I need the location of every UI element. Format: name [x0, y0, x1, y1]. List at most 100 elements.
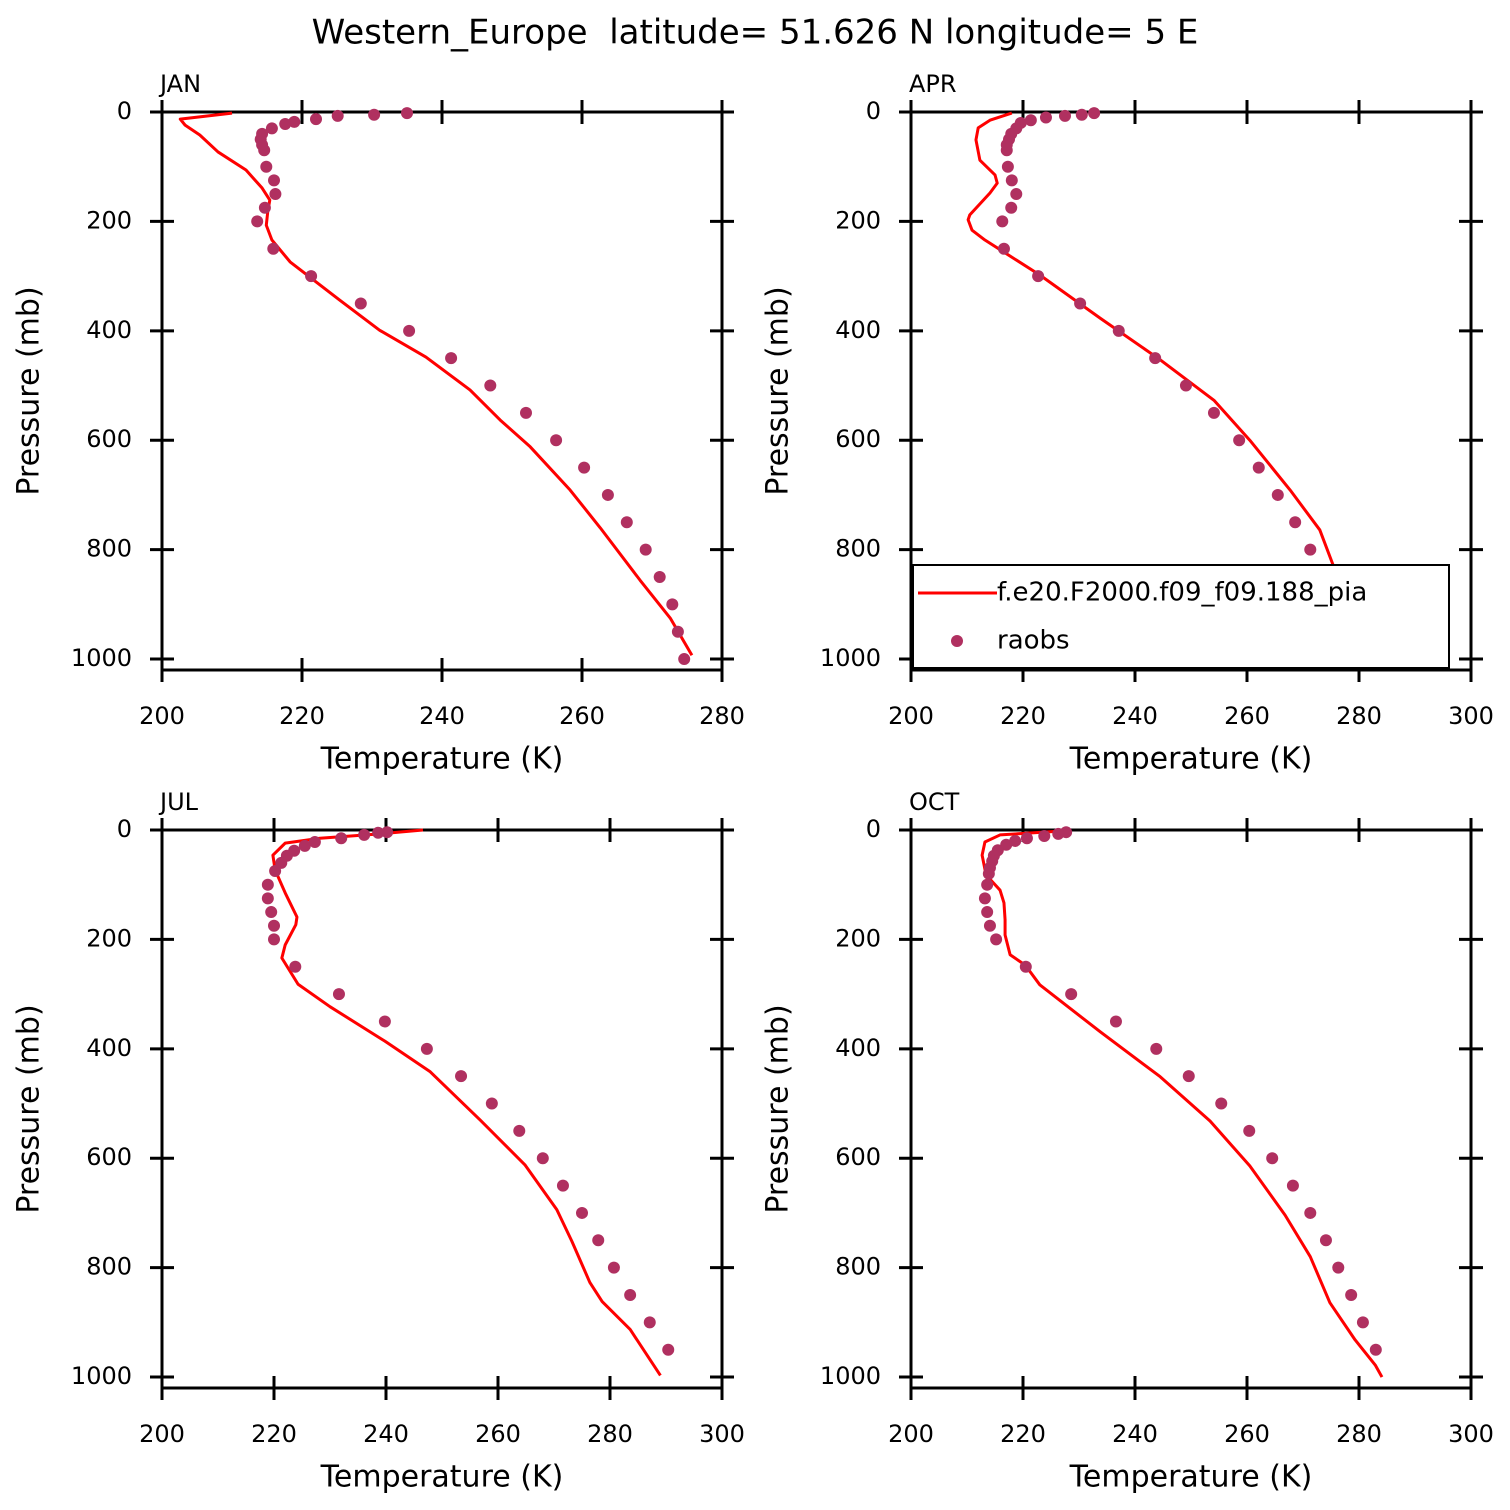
obs-point — [576, 1206, 588, 1219]
obs-point — [484, 379, 497, 392]
x-tick-label: 200 — [139, 1420, 185, 1448]
obs-point — [1304, 543, 1317, 556]
y-axis-title: Pressure (mb) — [761, 286, 796, 495]
obs-point — [1179, 379, 1192, 392]
x-axis-title: Temperature (K) — [1069, 742, 1313, 777]
y-tick-label: 400 — [86, 316, 132, 344]
obs-point — [1332, 1261, 1345, 1274]
x-tick-label: 260 — [559, 702, 605, 730]
obs-point — [269, 865, 282, 878]
obs-point — [331, 109, 344, 122]
obs-point — [1074, 297, 1087, 310]
obs-point — [1182, 1070, 1195, 1083]
obs-point — [1149, 352, 1162, 365]
y-tick-label: 1000 — [820, 644, 881, 672]
obs-point — [981, 906, 994, 919]
obs-point — [260, 160, 273, 173]
obs-point — [666, 598, 679, 611]
legend-label: raobs — [997, 626, 1070, 656]
obs-point — [1020, 832, 1033, 845]
obs-point — [1252, 461, 1265, 474]
x-tick-label: 260 — [1224, 702, 1270, 730]
x-tick-label: 220 — [251, 1420, 297, 1448]
profile-line — [980, 829, 1384, 1378]
obs-point — [981, 878, 994, 891]
obs-point — [671, 625, 684, 638]
obs-point — [265, 906, 278, 919]
obs-point — [601, 488, 614, 501]
obs-point — [978, 892, 991, 905]
obs-point — [643, 1316, 656, 1329]
y-tick-label: 600 — [835, 1143, 881, 1171]
x-axis-title: Temperature (K) — [320, 1460, 564, 1495]
obs-point — [1038, 830, 1051, 843]
obs-point — [269, 188, 282, 201]
obs-point — [275, 856, 288, 869]
obs-point — [653, 571, 666, 583]
y-tick-label: 800 — [86, 535, 132, 563]
obs-point — [1356, 1316, 1369, 1329]
y-tick-label: 200 — [835, 206, 881, 234]
obs-point — [1075, 108, 1088, 121]
obs-point — [268, 174, 280, 187]
obs-point — [1010, 188, 1023, 201]
obs-point — [279, 118, 292, 131]
x-tick-label: 260 — [1224, 1420, 1270, 1448]
obs-point — [268, 933, 280, 946]
x-tick-label: 260 — [475, 1420, 521, 1448]
obs-point — [1019, 960, 1032, 973]
obs-point — [403, 324, 416, 337]
y-tick-label: 600 — [835, 425, 881, 453]
obs-point — [445, 352, 458, 365]
obs-point — [536, 1152, 549, 1165]
y-tick-label: 1000 — [71, 1362, 132, 1390]
y-axis-title: Pressure (mb) — [12, 286, 47, 495]
y-tick-label: 1000 — [71, 644, 132, 672]
obs-point — [401, 107, 413, 120]
obs-point — [1039, 111, 1052, 124]
y-tick-label: 800 — [835, 535, 881, 563]
x-tick-label: 240 — [363, 1420, 409, 1448]
x-tick-label: 200 — [139, 702, 185, 730]
panel: JAN 0 200 400 600 800 1000 200 220 240 260 280 Tempe… — [12, 70, 745, 777]
y-tick-label: 800 — [835, 1253, 881, 1281]
obs-point — [265, 122, 278, 135]
obs-point — [607, 1261, 620, 1274]
obs-point — [358, 828, 371, 841]
x-tick-label: 280 — [1336, 702, 1382, 730]
obs-point — [1009, 834, 1022, 847]
plot-frame — [909, 828, 1473, 1390]
x-tick-label: 280 — [1336, 1420, 1382, 1448]
figure-title: Western_Europe latitude= 51.626 N longit… — [312, 13, 1199, 53]
x-tick-label: 240 — [419, 702, 465, 730]
panel: APR 0 200 400 600 800 1000 200 220 240 260 280 300 Te… — [761, 70, 1494, 777]
obs-point — [305, 270, 318, 283]
obs-point — [620, 516, 633, 529]
x-tick-label: 220 — [1000, 702, 1046, 730]
obs-point — [368, 108, 381, 121]
y-tick-label: 0 — [866, 97, 881, 125]
y-tick-label: 1000 — [820, 1362, 881, 1390]
panel-label: JAN — [158, 70, 201, 98]
legend-box — [912, 564, 1450, 669]
obs-point — [308, 836, 321, 849]
obs-point — [1052, 827, 1065, 840]
y-axis-title: Pressure (mb) — [761, 1004, 796, 1213]
obs-point — [288, 115, 301, 128]
obs-point — [1088, 107, 1101, 120]
obs-point — [990, 933, 1003, 946]
obs-point — [267, 242, 280, 255]
panel-label: OCT — [909, 788, 960, 816]
obs-point — [1065, 988, 1078, 1001]
panel-label: JUL — [158, 788, 199, 816]
obs-point — [1150, 1042, 1163, 1055]
x-tick-label: 240 — [1112, 1420, 1158, 1448]
y-tick-label: 200 — [86, 924, 132, 952]
obs-point — [354, 297, 367, 310]
obs-point — [639, 543, 652, 556]
obs-point — [996, 215, 1009, 228]
x-tick-label: 300 — [1448, 1420, 1494, 1448]
profile-line — [271, 828, 662, 1377]
